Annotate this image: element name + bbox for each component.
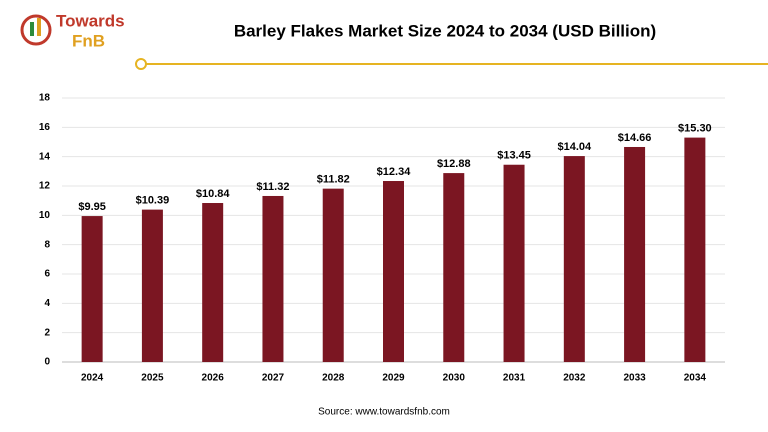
x-tick-label: 2027 — [262, 373, 285, 384]
x-tick-label: 2030 — [443, 373, 466, 384]
bar — [262, 195, 284, 362]
y-tick-label: 2 — [44, 327, 50, 338]
x-tick-label: 2024 — [81, 373, 104, 384]
bar — [503, 164, 525, 362]
value-label: $15.30 — [678, 123, 712, 135]
y-tick-label: 10 — [39, 210, 51, 221]
bar — [141, 209, 163, 362]
bar — [383, 181, 404, 362]
bar — [684, 137, 706, 362]
x-tick-label: 2028 — [322, 373, 345, 384]
value-label: $10.39 — [136, 195, 170, 207]
logo: Towards FnB — [20, 11, 125, 50]
x-tick-label: 2033 — [623, 373, 646, 384]
y-tick-label: 12 — [39, 181, 51, 192]
logo-text: Towards — [56, 11, 125, 30]
divider-dot — [135, 58, 147, 70]
chart-title: Barley Flakes Market Size 2024 to 2034 (… — [234, 21, 656, 40]
y-tick-label: 0 — [44, 357, 50, 368]
bar — [322, 188, 344, 362]
logo-text: FnB — [72, 31, 105, 50]
value-label: $11.82 — [317, 174, 350, 186]
value-label: $12.88 — [437, 158, 471, 170]
x-tick-label: 2025 — [141, 373, 164, 384]
x-tick-label: 2031 — [503, 373, 526, 384]
source: Source: www.towardsfnb.com — [318, 407, 450, 418]
value-label: $11.32 — [256, 181, 289, 193]
y-tick-label: 8 — [44, 239, 50, 250]
value-label: $14.04 — [557, 141, 592, 153]
x-tick-label: 2029 — [382, 373, 405, 384]
y-tick-label: 18 — [39, 93, 51, 104]
value-label: $13.45 — [497, 150, 531, 162]
x-tick-label: 2034 — [684, 373, 707, 384]
x-tick-label: 2026 — [202, 373, 225, 384]
bar — [563, 156, 585, 362]
y-tick-label: 4 — [44, 298, 50, 309]
logo-icon — [30, 22, 34, 36]
y-tick-label: 14 — [39, 151, 51, 162]
value-label: $12.34 — [377, 166, 412, 178]
x-tick-label: 2032 — [563, 373, 586, 384]
value-label: $10.84 — [196, 188, 231, 200]
logo-icon — [20, 14, 52, 46]
bar — [202, 203, 224, 362]
bar — [443, 173, 465, 362]
value-label: $9.95 — [78, 201, 106, 213]
value-label: $14.66 — [618, 132, 652, 144]
bar — [624, 146, 646, 362]
y-tick-label: 16 — [39, 122, 51, 133]
bar — [81, 216, 103, 362]
y-tick-label: 6 — [44, 269, 50, 280]
logo-icon — [37, 18, 41, 36]
